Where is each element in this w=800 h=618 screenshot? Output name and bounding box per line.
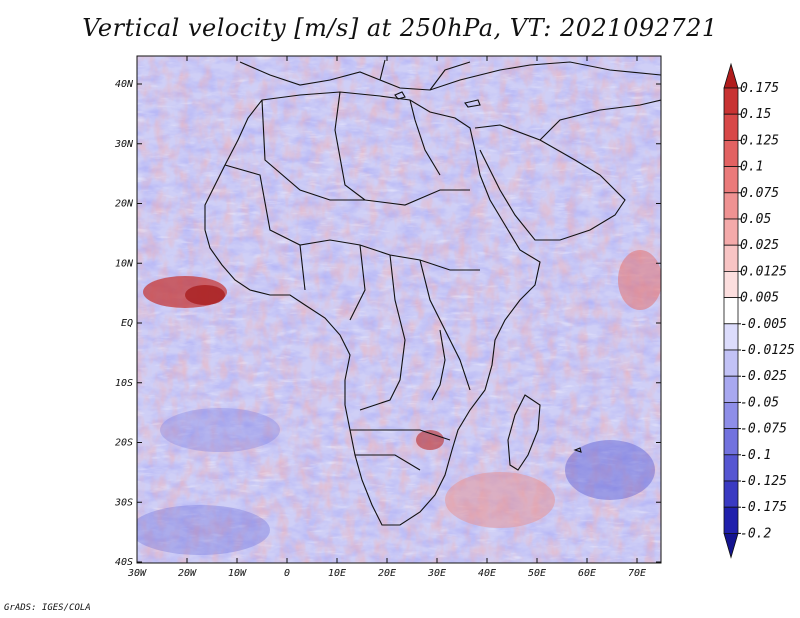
velocity-field — [137, 56, 661, 563]
lon-label: 20E — [378, 568, 396, 579]
colorbar-swatch — [723, 113, 739, 141]
lat-label: 40S — [115, 557, 133, 568]
colorbar-swatch — [723, 349, 739, 377]
latitude-axis: 40N 30N 20N 10N EQ 10S 20S 30S 40S — [114, 79, 661, 568]
colorbar-top-arrow — [723, 62, 739, 89]
colorbar-swatch — [723, 87, 739, 115]
colorbar-label: 0.075 — [740, 186, 779, 201]
colorbar-swatch — [723, 192, 739, 220]
colorbar-swatch — [723, 480, 739, 508]
lon-label: 30E — [427, 568, 446, 579]
colorbar-label: 0.0125 — [740, 264, 787, 279]
lon-label: 10W — [228, 568, 247, 579]
colorbar-swatch — [723, 454, 739, 482]
colorbar-label: -0.075 — [740, 422, 787, 437]
grads-credit: GrADS: IGES/COLA — [4, 603, 91, 613]
colorbar-label: 0.15 — [740, 107, 771, 122]
colorbar-label: -0.005 — [740, 317, 787, 332]
colorbar-label: -0.05 — [740, 395, 779, 410]
colorbar-label: -0.175 — [740, 500, 787, 515]
colorbar-swatch — [723, 139, 739, 167]
plot-frame — [136, 55, 662, 564]
lat-label: 20S — [115, 438, 133, 449]
colorbar-label: 0.1 — [740, 160, 763, 175]
lon-label: 70E — [628, 568, 646, 579]
colorbar-swatch — [723, 270, 739, 298]
colorbar-label: 0.025 — [740, 238, 779, 253]
colorbar-label: 0.05 — [740, 212, 771, 227]
colorbar: 0.175 0.15 0.125 0.1 0.075 0.05 0.025 0.0125 0.0… — [723, 62, 795, 559]
longitude-axis: 30W 20W 10W 0 10E 20E 30E 40E 50E 60E 70E — [127, 56, 646, 579]
lon-label: 60E — [578, 568, 596, 579]
lat-label: 20N — [115, 199, 134, 210]
lon-label: 50E — [528, 568, 546, 579]
colorbar-label: 0.125 — [740, 133, 779, 148]
lon-label: 30W — [127, 568, 147, 579]
lat-label: 10N — [115, 258, 134, 269]
colorbar-bottom-arrow — [723, 533, 739, 559]
colorbar-swatch — [723, 166, 739, 194]
colorbar-swatch — [723, 323, 739, 351]
colorbar-swatch — [723, 297, 739, 325]
colorbar-label: -0.1 — [740, 448, 771, 463]
colorbar-swatch — [723, 244, 739, 272]
lat-label: 30S — [114, 497, 133, 508]
colorbar-swatch — [723, 401, 739, 429]
lat-label: EQ — [121, 318, 133, 329]
lat-label: 30N — [114, 139, 134, 150]
colorbar-swatch — [723, 506, 739, 534]
colorbar-label: -0.2 — [740, 526, 771, 541]
colorbar-swatch — [723, 218, 739, 246]
africa-coastline — [204, 59, 661, 526]
lon-label: 0 — [284, 568, 290, 579]
colorbar-label: 0.175 — [740, 81, 779, 96]
colorbar-swatch — [723, 428, 739, 456]
colorbar-label: -0.025 — [740, 369, 787, 384]
lon-label: 40E — [478, 568, 496, 579]
colorbar-label: 0.005 — [740, 291, 779, 306]
lon-label: 10E — [328, 568, 346, 579]
lon-label: 20W — [178, 568, 197, 579]
lat-label: 40N — [115, 79, 134, 90]
colorbar-label: -0.0125 — [740, 343, 795, 358]
colorbar-swatch — [723, 375, 739, 403]
map-title: Vertical velocity [m/s] at 250hPa, VT: 2… — [82, 14, 718, 42]
colorbar-label: -0.125 — [740, 474, 787, 489]
lat-label: 10S — [115, 378, 133, 389]
